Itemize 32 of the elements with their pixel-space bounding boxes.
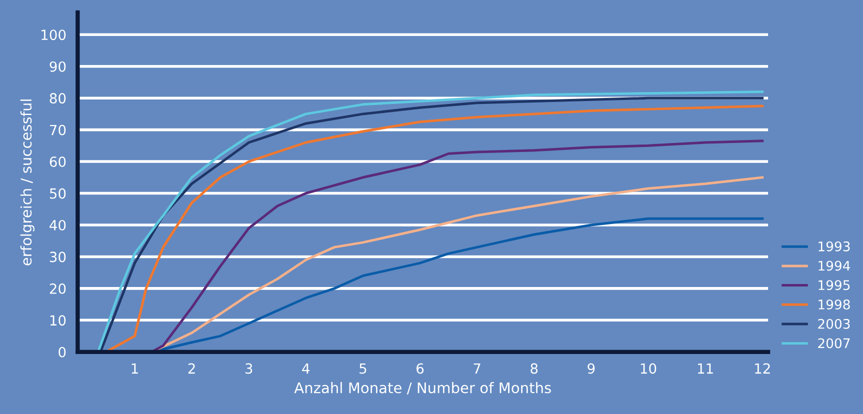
legend-label: 1998 [818, 300, 850, 310]
y-tick-label: 0 [58, 346, 66, 358]
y-tick-label: 80 [50, 93, 66, 104]
x-tick-label: 2 [188, 363, 195, 374]
legend-label: 1995 [818, 280, 850, 290]
x-tick-label: 7 [474, 363, 480, 374]
x-tick-label: 1 [132, 363, 138, 374]
legend-label: 2007 [818, 338, 850, 348]
x-tick-label: 3 [245, 363, 252, 374]
x-axis-title: Anzahl Monate / Number of Months [294, 382, 551, 394]
line-series [150, 140, 764, 352]
legend-label: 2003 [818, 318, 850, 329]
y-tick-label: 10 [50, 315, 66, 326]
y-tick-label: 60 [50, 156, 66, 168]
y-tick-label: 30 [50, 252, 66, 262]
y-tick-label: 100 [42, 30, 66, 40]
y-axis-title: erfolgreich / successful [20, 100, 34, 266]
x-tick-label: 8 [530, 363, 538, 374]
y-tick-label: 50 [50, 188, 66, 199]
x-tick-label: 6 [416, 363, 424, 374]
x-tick-label: 5 [360, 363, 366, 374]
y-tick-label: 40 [50, 220, 66, 230]
y-tick-label: 70 [50, 124, 66, 136]
x-tick-label: 4 [302, 363, 310, 374]
x-tick-label: 9 [588, 363, 595, 374]
x-tick-label: 10 [640, 363, 656, 374]
x-tick-label: 11 [698, 363, 713, 374]
x-tick-label: 12 [755, 363, 770, 374]
legend-label: 1994 [818, 260, 850, 271]
legend-label: 1993 [818, 241, 850, 252]
y-tick-label: 20 [50, 283, 66, 294]
y-tick-label: 90 [50, 61, 66, 72]
